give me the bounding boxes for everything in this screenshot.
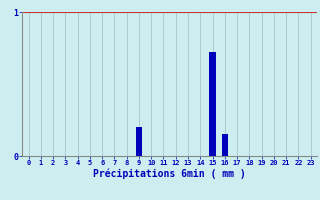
- Bar: [136, 127, 142, 156]
- Bar: [210, 52, 216, 156]
- Bar: [222, 134, 228, 156]
- X-axis label: Précipitations 6min ( mm ): Précipitations 6min ( mm ): [93, 169, 246, 179]
